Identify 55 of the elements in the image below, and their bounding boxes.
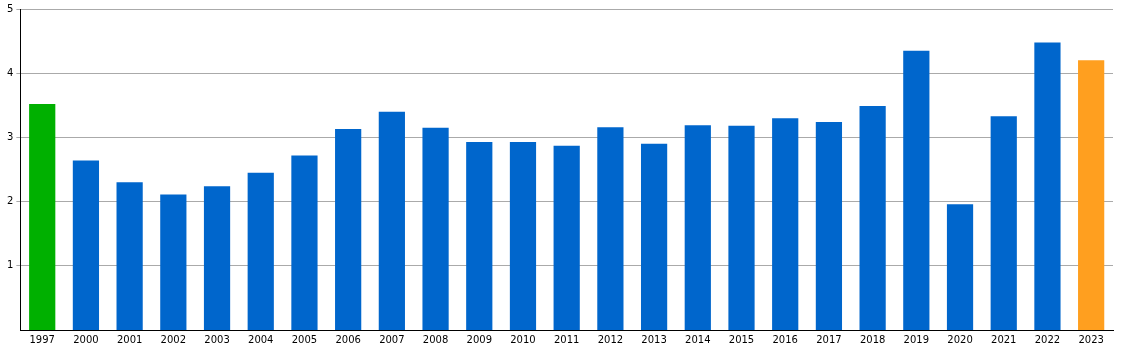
x-tick-label: 2020 [947,333,973,345]
y-tick-label: 5 [6,2,14,14]
bar [990,116,1017,330]
bar [553,145,580,330]
bar [116,182,143,330]
bar [335,129,362,330]
y-tick-label: 1 [6,259,14,271]
x-tick-label: 2018 [859,333,886,345]
x-tick-label: 2022 [1034,333,1061,345]
x-tick-label: 2019 [903,333,930,345]
y-tick-label: 2 [6,195,14,207]
bar [684,125,711,330]
x-tick-label: 2001 [116,333,143,345]
x-tick-label: 2016 [772,333,798,345]
bar [29,104,56,330]
bar [640,143,668,330]
bar [597,127,624,330]
y-tick-label: 3 [6,130,14,142]
bar [422,127,449,330]
bar [509,141,537,330]
x-tick-label: 2006 [335,333,361,345]
x-tick-label: 2009 [466,333,492,345]
x-tick-label: 2005 [291,333,318,345]
bar [203,186,231,330]
x-tick-label: 2021 [991,333,1017,345]
bar [728,125,755,330]
bar [466,141,493,330]
x-tick-label: 2008 [422,333,449,345]
x-tick-label: 2004 [248,333,274,345]
x-tick-label: 2010 [510,333,536,345]
x-tick-label: 2013 [641,333,667,345]
x-tick-label: 2015 [728,333,755,345]
bar [946,204,974,330]
bar [291,155,318,330]
x-tick-label: 2023 [1078,333,1104,345]
bar [72,160,100,330]
x-tick-label: 2012 [597,333,624,345]
bar [815,121,843,330]
bar [378,111,405,330]
x-tick-label: 2003 [204,333,230,345]
x-tick-label: 2017 [816,333,842,345]
x-tick-label: 2002 [160,333,187,345]
x-tick-label: 1997 [29,333,55,345]
bar [160,194,187,330]
y-tick-label: 4 [6,66,14,78]
x-tick-label: 2014 [685,333,711,345]
bar [772,118,799,330]
bar [859,105,886,330]
x-tick-label: 2011 [553,333,580,345]
x-tick-label: 2007 [379,333,405,345]
bar [1078,60,1105,330]
bar [247,172,274,330]
x-tick-label: 2000 [73,333,99,345]
bar [903,50,930,330]
bar [1034,42,1061,330]
